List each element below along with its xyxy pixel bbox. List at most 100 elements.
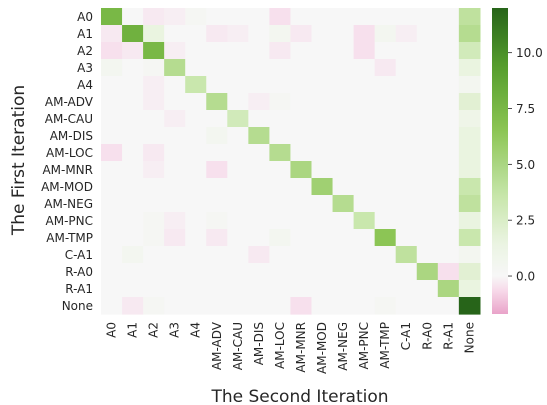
- heatmap-cell: [311, 144, 334, 162]
- heatmap-cell: [395, 229, 418, 247]
- y-tick-label: A0: [77, 10, 93, 24]
- heatmap-cell: [353, 246, 376, 264]
- heatmap-cell: [311, 59, 334, 77]
- heatmap-cell: [206, 76, 228, 94]
- heatmap-cell: [353, 8, 376, 26]
- heatmap-cell: [227, 178, 249, 196]
- heatmap-cell: [332, 195, 355, 213]
- heatmap-cell: [143, 59, 165, 77]
- heatmap-cell: [458, 76, 481, 94]
- heatmap-cell: [374, 76, 397, 94]
- heatmap-cell: [122, 195, 144, 213]
- heatmap-cell: [185, 178, 207, 196]
- heatmap-cell: [395, 195, 418, 213]
- heatmap-cell: [416, 93, 439, 111]
- heatmap-cell: [374, 212, 397, 230]
- heatmap-cell: [374, 93, 397, 111]
- heatmap-cell: [206, 93, 228, 111]
- heatmap-cells: [101, 8, 481, 315]
- heatmap-cell: [185, 76, 207, 94]
- heatmap-cell: [311, 195, 334, 213]
- heatmap-cell: [290, 42, 313, 60]
- heatmap-cell: [311, 263, 334, 281]
- x-tick-label: AM-LOC: [273, 322, 287, 369]
- heatmap-cell: [164, 93, 186, 111]
- heatmap-cell: [122, 212, 144, 230]
- y-tick-label: AM-NEG: [44, 197, 93, 211]
- heatmap-cell: [122, 178, 144, 196]
- heatmap-cell: [227, 59, 249, 77]
- heatmap-cell: [437, 144, 460, 162]
- heatmap-cell: [206, 144, 228, 162]
- heatmap-cell: [269, 8, 292, 26]
- heatmap-cell: [458, 297, 481, 315]
- heatmap-cell: [143, 25, 165, 43]
- heatmap-cell: [164, 42, 186, 60]
- heatmap-cell: [395, 280, 418, 298]
- heatmap-cell: [374, 297, 397, 315]
- heatmap-cell: [374, 8, 397, 26]
- heatmap-cell: [416, 195, 439, 213]
- heatmap-cell: [437, 297, 460, 315]
- heatmap-cell: [416, 263, 439, 281]
- heatmap-cell: [332, 178, 355, 196]
- heatmap-cell: [143, 76, 165, 94]
- heatmap-cell: [269, 25, 292, 43]
- heatmap-cell: [269, 229, 292, 247]
- heatmap-cell: [332, 76, 355, 94]
- x-tick-label: A3: [168, 322, 182, 338]
- heatmap-cell: [101, 127, 123, 145]
- heatmap-cell: [332, 297, 355, 315]
- heatmap-cell: [122, 25, 144, 43]
- heatmap-cell: [122, 93, 144, 111]
- heatmap-cell: [332, 127, 355, 145]
- heatmap-cell: [437, 127, 460, 145]
- heatmap-cell: [164, 263, 186, 281]
- heatmap-cell: [248, 93, 270, 111]
- heatmap-cell: [227, 297, 249, 315]
- heatmap-cell: [248, 8, 270, 26]
- x-tick-label: None: [462, 322, 476, 353]
- heatmap-cell: [206, 263, 228, 281]
- heatmap-cell: [290, 212, 313, 230]
- heatmap-cell: [101, 280, 123, 298]
- heatmap-cell: [185, 229, 207, 247]
- heatmap-cell: [395, 297, 418, 315]
- heatmap-cell: [248, 42, 270, 60]
- heatmap-cell: [437, 195, 460, 213]
- heatmap-cell: [269, 212, 292, 230]
- heatmap-cell: [185, 8, 207, 26]
- heatmap-cell: [290, 8, 313, 26]
- heatmap-cell: [353, 263, 376, 281]
- heatmap-cell: [416, 229, 439, 247]
- colorbar-tick-label: 10.0: [516, 46, 543, 60]
- heatmap-cell: [101, 76, 123, 94]
- heatmap-cell: [395, 42, 418, 60]
- heatmap-cell: [248, 246, 270, 264]
- heatmap-cell: [248, 178, 270, 196]
- heatmap-cell: [227, 8, 249, 26]
- heatmap-cell: [290, 195, 313, 213]
- heatmap-cell: [122, 161, 144, 179]
- heatmap-cell: [122, 229, 144, 247]
- heatmap-cell: [164, 297, 186, 315]
- heatmap-cell: [269, 246, 292, 264]
- heatmap-cell: [458, 144, 481, 162]
- heatmap-cell: [143, 42, 165, 60]
- y-tick-label: AM-MNR: [42, 163, 93, 177]
- heatmap-cell: [290, 59, 313, 77]
- heatmap-cell: [227, 161, 249, 179]
- heatmap-cell: [164, 246, 186, 264]
- heatmap-cell: [416, 8, 439, 26]
- x-tick-label: C-A1: [399, 322, 413, 350]
- heatmap-cell: [143, 8, 165, 26]
- heatmap-cell: [374, 195, 397, 213]
- heatmap-cell: [269, 144, 292, 162]
- heatmap-cell: [185, 212, 207, 230]
- heatmap-cell: [458, 93, 481, 111]
- heatmap-cell: [332, 212, 355, 230]
- heatmap-cell: [101, 178, 123, 196]
- heatmap-cell: [206, 212, 228, 230]
- heatmap-cell: [332, 59, 355, 77]
